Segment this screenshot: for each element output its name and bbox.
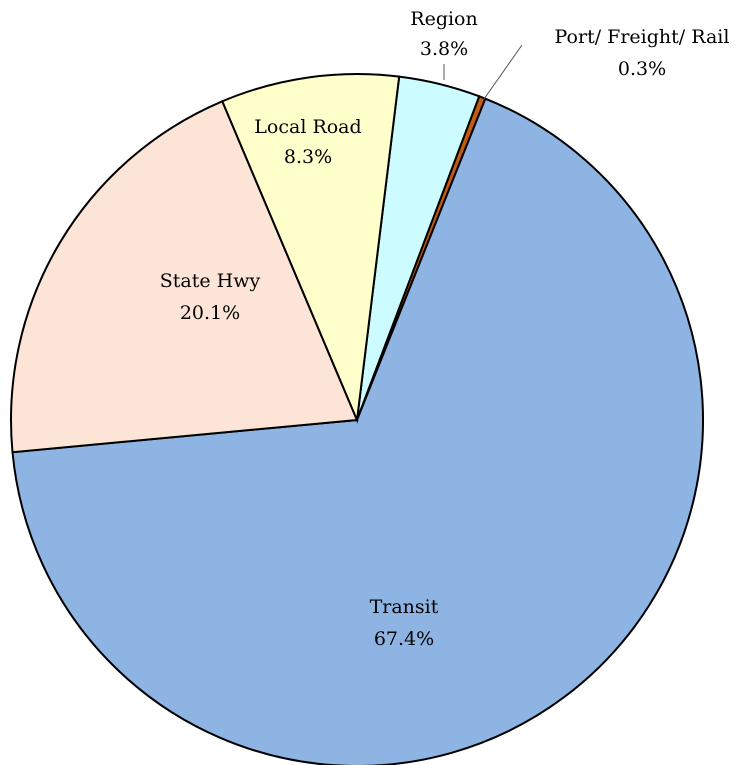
slice-label: Local Road xyxy=(254,116,361,138)
slice-value-label: 0.3% xyxy=(618,58,666,80)
slice-value-label: 8.3% xyxy=(284,146,332,168)
pie-slice xyxy=(220,73,401,424)
slice-label: Region xyxy=(410,8,477,30)
slice-label: Transit xyxy=(370,596,439,618)
pie-slice xyxy=(11,97,704,765)
slice-value-label: 3.8% xyxy=(420,38,468,60)
slice-label: Port/ Freight/ Rail xyxy=(555,26,730,48)
slice-value-label: 67.4% xyxy=(374,628,434,650)
leader-line xyxy=(483,44,523,100)
slice-value-label: 20.1% xyxy=(180,302,240,324)
pie-slice xyxy=(10,99,359,454)
slice-label: State Hwy xyxy=(160,270,261,292)
